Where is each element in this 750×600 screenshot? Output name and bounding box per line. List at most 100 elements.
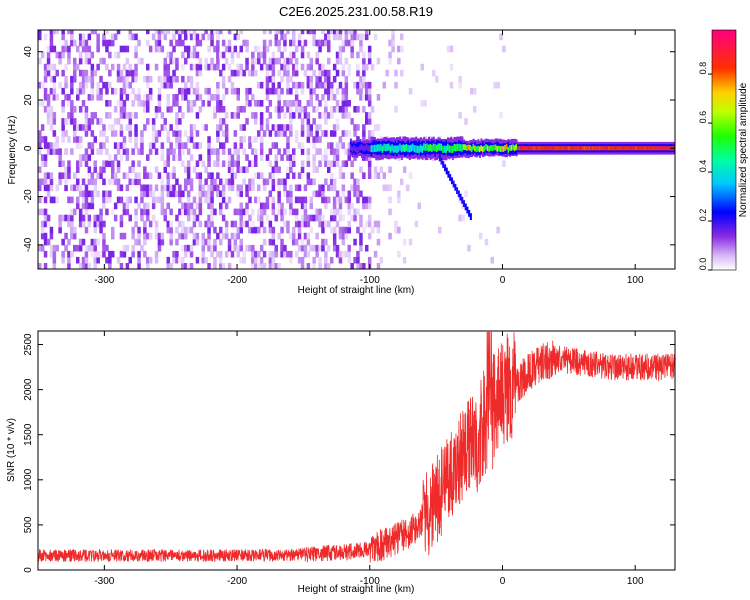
heatmap-cell [289,75,293,83]
heatmap-cell [338,208,343,216]
heatmap-cell [163,214,167,222]
heatmap-cell [172,166,176,173]
heatmap-cell [289,39,293,47]
heatmap-cell [370,130,375,137]
heatmap-cell [236,190,240,198]
heatmap-cell [119,100,124,107]
heatmap-cell [93,190,97,198]
heatmap-cell [90,190,95,198]
heatmap-cell [40,136,45,143]
heatmap-cell [303,208,308,216]
heatmap-cell [356,87,360,95]
heatmap-cell [312,190,316,198]
heatmap-cell [175,30,179,35]
heatmap-cell [87,124,92,131]
heatmap-cell [550,146,553,151]
heatmap-cell [274,263,278,269]
heatmap-cell [43,172,48,179]
heatmap-cell [119,45,124,53]
heatmap-cell [242,256,246,264]
heatmap-cell [312,106,316,113]
heatmap-cell [394,69,398,77]
heatmap-cell [356,81,360,89]
heatmap-cell [318,39,322,47]
heatmap-cell [315,106,319,113]
heatmap-cell [236,87,240,95]
heatmap-cell [277,130,281,137]
heatmap-cell [113,172,118,179]
heatmap-cell [385,184,389,192]
heatmap-cell [70,100,74,107]
heatmap-cell [359,81,363,89]
heatmap-cell [370,106,375,113]
heatmap-cell [219,250,223,258]
heatmap-cell [580,146,583,151]
heatmap-cell [384,144,387,152]
heatmap-cell [224,202,229,210]
heatmap-cell [312,33,316,41]
heatmap-cell [116,142,121,149]
heatmap-cell [327,75,331,83]
heatmap-cell [262,208,267,216]
heatmap-cell [58,57,62,65]
heatmap-cell [93,112,97,119]
heatmap-cell [397,57,401,65]
heatmap-cell [84,45,89,53]
heatmap-cell [119,75,124,83]
heatmap-cell [184,250,188,258]
heatmap-cell [93,178,97,186]
heatmap-cell [356,263,360,269]
heatmap-cell [40,51,45,59]
heatmap-cell [148,142,153,149]
heatmap-cell [178,39,182,47]
heatmap-cell [64,166,68,173]
heatmap-cell [87,172,92,179]
heatmap-cell [102,190,106,198]
heatmap-cell [219,30,223,35]
heatmap-cell [166,256,170,264]
heatmap-cell [654,146,657,151]
heatmap-cell [248,100,252,107]
heatmap-cell [259,220,264,228]
heatmap-cell [84,130,89,137]
heatmap-cell [128,130,132,137]
heatmap-cell [233,232,238,240]
heatmap-cell [49,232,54,240]
heatmap-cell [362,69,366,77]
heatmap-cell [175,256,179,264]
heatmap-cell [280,154,284,161]
heatmap-cell [432,143,435,151]
heatmap-cell [493,81,497,89]
heatmap-cell [76,202,80,210]
heatmap-cell [216,100,220,107]
heatmap-cell [292,63,296,71]
heatmap-cell [330,81,334,89]
heatmap-cell [201,184,205,192]
heatmap-cell [87,178,92,186]
heatmap-cell [440,157,443,165]
heatmap-cell [292,160,296,167]
heatmap-cell [324,148,328,155]
heatmap-cell [271,166,276,173]
heatmap-cell [303,69,308,77]
heatmap-cell [119,106,124,113]
heatmap-cell [344,232,349,240]
heatmap-cell [134,124,138,131]
heatmap-cell [70,226,74,234]
heatmap-cell [292,148,296,155]
heatmap-cell [271,63,276,71]
heatmap-cell [265,202,270,210]
heatmap-cell [122,63,127,71]
heatmap-cell [383,143,386,151]
heatmap-cell [78,33,83,41]
heatmap-cell [639,146,642,151]
heatmap-cell [312,160,316,167]
heatmap-cell [76,244,80,252]
heatmap-cell [38,263,42,269]
colorbar-tick-label: 0.4 [698,160,708,173]
heatmap-cell [315,81,319,89]
heatmap-cell [143,190,147,198]
heatmap-cell [467,244,471,252]
heatmap-cell [131,178,135,186]
heatmap-cell [93,136,97,143]
